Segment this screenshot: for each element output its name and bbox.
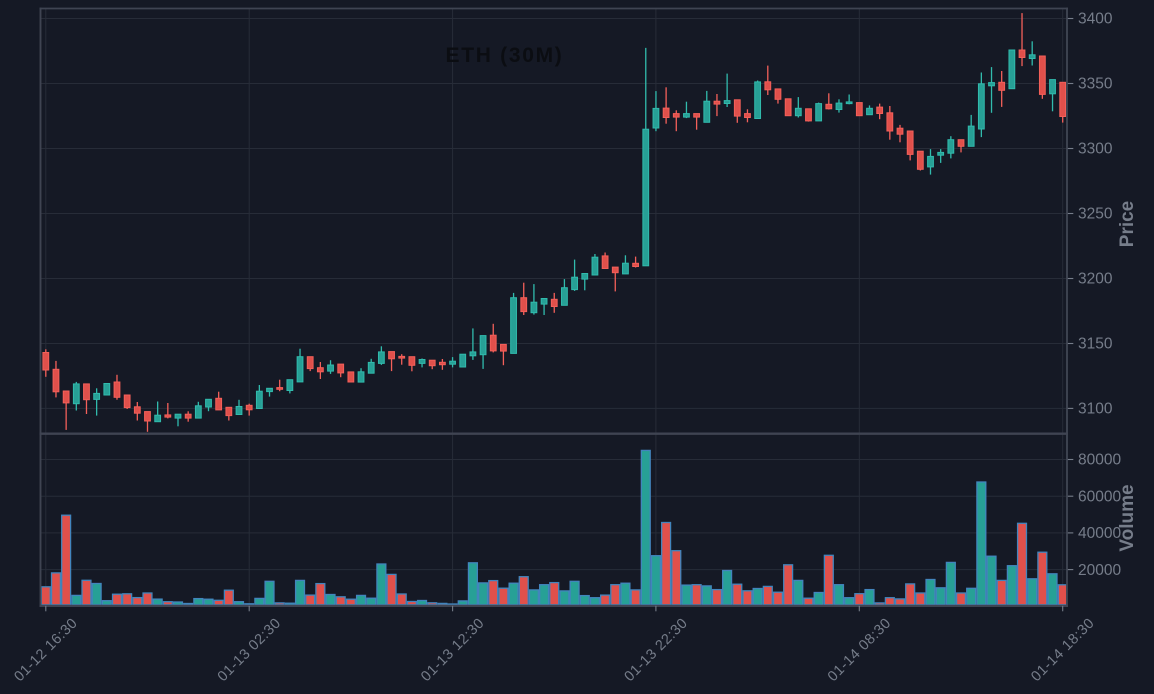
svg-text:Volume: Volume — [1117, 484, 1138, 551]
svg-text:40000: 40000 — [1078, 525, 1121, 542]
svg-text:60000: 60000 — [1078, 488, 1121, 505]
svg-text:20000: 20000 — [1078, 562, 1121, 579]
svg-text:3300: 3300 — [1078, 141, 1113, 158]
svg-text:3100: 3100 — [1078, 401, 1113, 418]
svg-text:3400: 3400 — [1078, 11, 1113, 28]
svg-text:ETH (30M): ETH (30M) — [446, 44, 564, 67]
svg-text:Price: Price — [1117, 201, 1138, 247]
svg-text:3200: 3200 — [1078, 271, 1113, 288]
svg-text:3350: 3350 — [1078, 76, 1113, 93]
svg-text:3250: 3250 — [1078, 206, 1113, 223]
svg-text:80000: 80000 — [1078, 452, 1121, 469]
svg-text:3150: 3150 — [1078, 336, 1113, 353]
